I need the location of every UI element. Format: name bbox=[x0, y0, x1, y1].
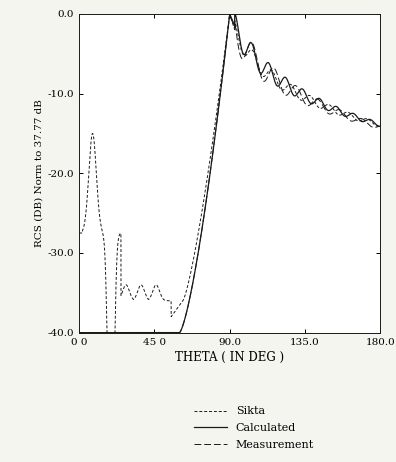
Sikta bbox=[259, 72, 264, 78]
Sikta bbox=[378, 123, 383, 128]
Sikta bbox=[349, 112, 354, 118]
Legend: Sikta, Calculated, Measurement: Sikta, Calculated, Measurement bbox=[189, 402, 318, 454]
Calculated bbox=[264, 61, 269, 67]
Sikta bbox=[378, 123, 383, 128]
Calculated bbox=[141, 330, 146, 335]
Measurement bbox=[264, 76, 269, 82]
Calculated bbox=[161, 330, 166, 335]
Sikta bbox=[141, 286, 146, 292]
Measurement bbox=[378, 123, 383, 129]
Calculated bbox=[349, 110, 354, 116]
Line: Calculated: Calculated bbox=[79, 12, 380, 333]
Sikta bbox=[105, 330, 109, 335]
Measurement bbox=[378, 123, 383, 129]
Measurement bbox=[349, 118, 354, 124]
Calculated bbox=[378, 124, 383, 129]
Calculated bbox=[232, 10, 237, 15]
Measurement bbox=[227, 11, 232, 17]
Calculated bbox=[378, 124, 383, 129]
Calculated bbox=[259, 71, 264, 76]
Sikta bbox=[161, 297, 166, 302]
Measurement bbox=[161, 330, 166, 335]
X-axis label: THETA ( IN DEG ): THETA ( IN DEG ) bbox=[175, 351, 284, 364]
Sikta bbox=[77, 230, 82, 236]
Measurement bbox=[141, 330, 146, 335]
Measurement bbox=[77, 330, 82, 335]
Sikta bbox=[264, 71, 269, 77]
Calculated bbox=[77, 330, 82, 335]
Sikta bbox=[227, 11, 232, 17]
Line: Sikta: Sikta bbox=[79, 14, 380, 333]
Measurement bbox=[259, 74, 264, 80]
Line: Measurement: Measurement bbox=[79, 14, 380, 333]
Y-axis label: RCS (DB) Norm to 37.77 dB: RCS (DB) Norm to 37.77 dB bbox=[34, 99, 44, 247]
